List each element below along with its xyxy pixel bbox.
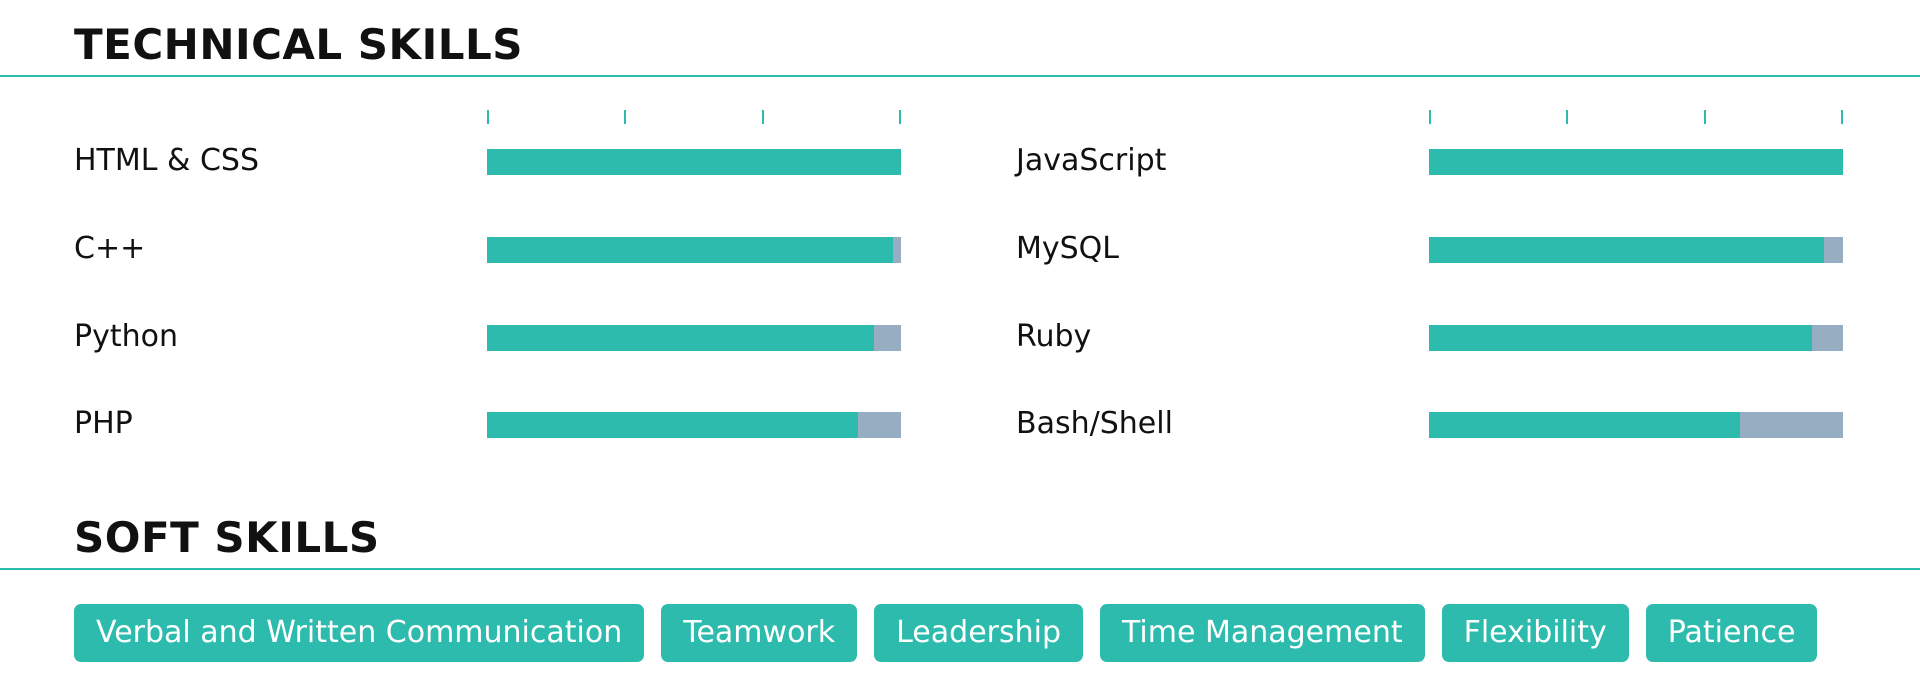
technical-skills-heading: TECHNICAL SKILLS — [74, 20, 523, 69]
skill-level-bar — [487, 237, 901, 263]
skill-row: PHP — [74, 406, 901, 441]
scale-tick — [487, 110, 489, 124]
skill-row: MySQL — [1016, 231, 1843, 266]
skill-level-fill — [1429, 325, 1812, 351]
skill-level-fill — [487, 412, 858, 438]
soft-skill-tag: Patience — [1645, 604, 1818, 662]
skill-level-bar — [487, 325, 901, 351]
skill-level-fill — [487, 149, 901, 175]
skill-name: Bash/Shell — [1016, 406, 1173, 441]
skill-row: Bash/Shell — [1016, 406, 1843, 441]
scale-tick — [762, 110, 764, 124]
soft-skills-heading: SOFT SKILLS — [74, 513, 380, 562]
skill-name: PHP — [74, 406, 133, 441]
scale-tick — [1841, 110, 1843, 124]
skill-level-bar — [1429, 325, 1843, 351]
skill-name: MySQL — [1016, 231, 1120, 266]
skill-level-fill — [1429, 237, 1825, 263]
skill-name: Python — [74, 319, 178, 354]
soft-skill-tag: Flexibility — [1441, 604, 1629, 662]
scale-tick — [899, 110, 901, 124]
skill-name: Ruby — [1016, 319, 1092, 354]
skill-level-fill — [1429, 149, 1843, 175]
skill-row: JavaScript — [1016, 143, 1843, 178]
skill-row: Python — [74, 319, 901, 354]
skill-row: HTML & CSS — [74, 143, 901, 178]
skill-level-bar — [1429, 149, 1843, 175]
skill-level-bar — [1429, 237, 1843, 263]
soft-skill-tag: Leadership — [874, 604, 1084, 662]
skill-level-fill — [487, 325, 875, 351]
skill-row: C++ — [74, 231, 901, 266]
soft-skill-tag: Verbal and Written Communication — [74, 604, 645, 662]
technical-skills-divider — [0, 75, 1920, 77]
soft-skills-tag-list: Verbal and Written Communication Teamwork… — [74, 604, 1818, 662]
soft-skill-tag: Teamwork — [661, 604, 858, 662]
skill-level-fill — [487, 237, 893, 263]
skill-row: Ruby — [1016, 319, 1843, 354]
scale-tick — [1566, 110, 1568, 124]
skill-level-bar — [487, 149, 901, 175]
soft-skills-divider — [0, 568, 1920, 570]
skill-name: JavaScript — [1016, 143, 1167, 178]
skill-name: HTML & CSS — [74, 143, 259, 178]
skill-level-fill — [1429, 412, 1740, 438]
skill-level-bar — [1429, 412, 1843, 438]
scale-tick — [1704, 110, 1706, 124]
scale-tick — [1429, 110, 1431, 124]
skill-level-bar — [487, 412, 901, 438]
skill-name: C++ — [74, 231, 146, 266]
scale-tick — [624, 110, 626, 124]
skill-scale-ticks — [1429, 110, 1843, 124]
soft-skill-tag: Time Management — [1100, 604, 1425, 662]
skill-scale-ticks — [487, 110, 901, 124]
